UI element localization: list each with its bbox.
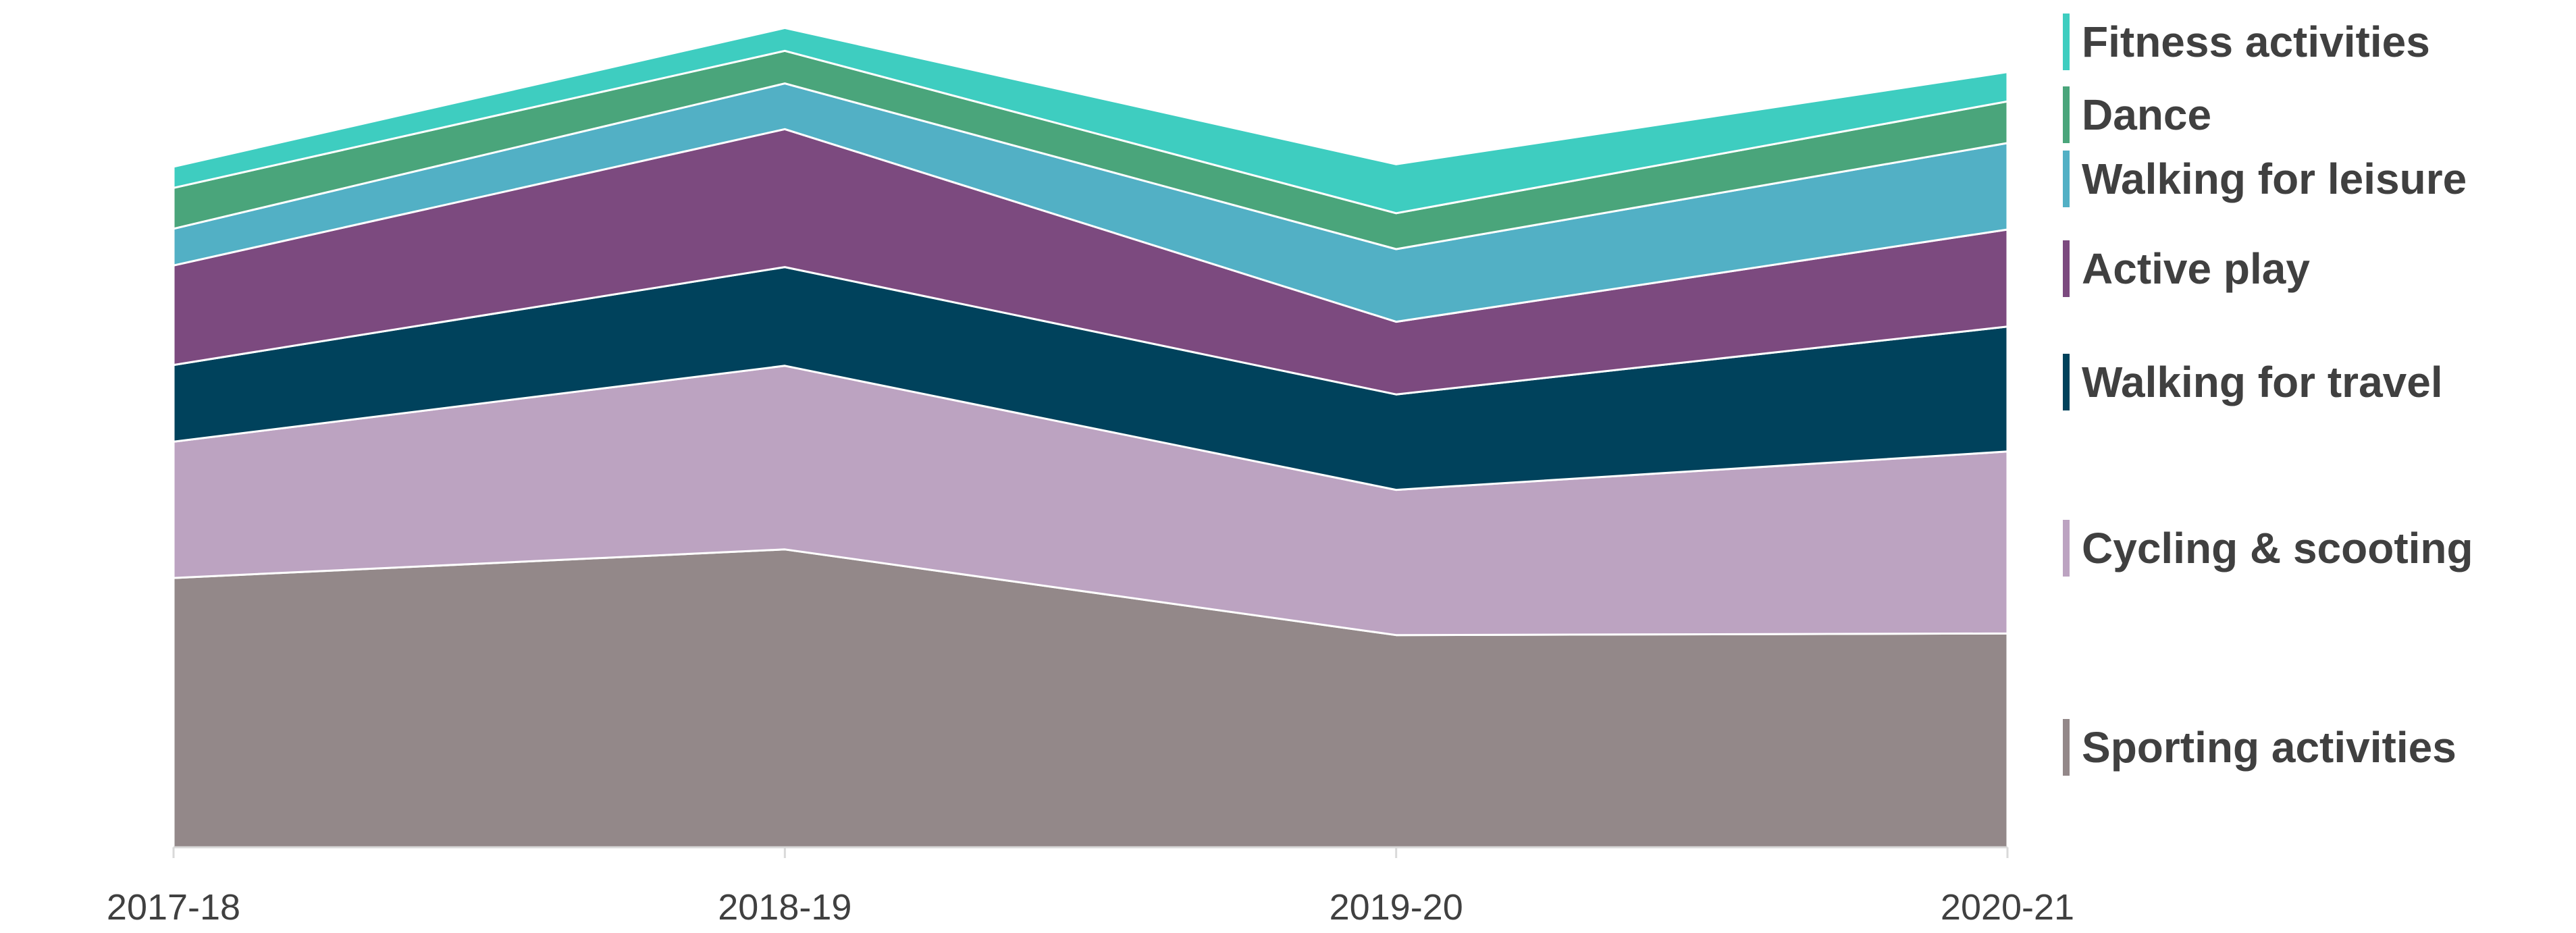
legend-label-cycling-and-scooting: Cycling & scooting [2082,524,2473,572]
area-series-group [172,26,2009,849]
x-tick-label: 2017-18 [107,887,240,928]
area-fitness-activities [172,26,2009,215]
legend-swatch-walking-for-leisure [2063,151,2070,207]
legend-swatch-active-play [2063,240,2070,297]
legend: Fitness activities Dance Walking for leisu… [2063,14,2473,776]
legend-label-sporting-activities: Sporting activities [2082,723,2456,772]
legend-label-dance: Dance [2082,90,2211,139]
x-axis: 2017-18 2018-19 2019-20 2020-21 [107,846,2074,928]
legend-label-fitness-activities: Fitness activities [2082,18,2430,66]
legend-label-walking-for-travel: Walking for travel [2082,358,2443,406]
x-tick-label: 2020-21 [1941,887,2074,928]
legend-swatch-sporting-activities [2063,719,2070,776]
legend-label-active-play: Active play [2082,244,2310,293]
x-tick-label: 2019-20 [1330,887,1463,928]
legend-swatch-fitness-activities [2063,14,2070,70]
legend-label-walking-for-leisure: Walking for leisure [2082,155,2467,203]
legend-swatch-cycling-and-scooting [2063,520,2070,577]
legend-swatch-dance [2063,86,2070,143]
x-tick-label: 2018-19 [718,887,851,928]
legend-swatch-walking-for-travel [2063,354,2070,410]
